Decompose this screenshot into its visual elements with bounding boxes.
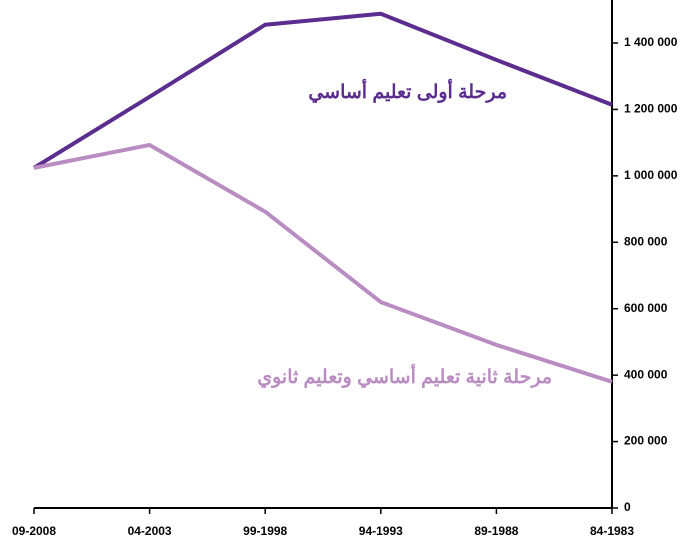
series-line — [33, 142, 613, 384]
y-tick-label: 200 000 — [624, 434, 668, 448]
x-tick-label: 84-1983 — [590, 524, 634, 538]
series-line — [32, 11, 613, 170]
y-tick-label: 800 000 — [624, 234, 668, 248]
x-tick-label: 89-1988 — [474, 524, 518, 538]
y-tick-label: 1 400 000 — [624, 35, 678, 49]
y-tick-label: 400 000 — [624, 367, 668, 381]
x-tick-label: 04-2003 — [128, 524, 172, 538]
x-tick-label: 99-1998 — [243, 524, 287, 538]
series-label: مرحلة ثانية تعليم أساسي وتعليم ثانوي — [257, 363, 552, 389]
y-tick-label: 600 000 — [624, 301, 668, 315]
x-tick-label: 94-1993 — [359, 524, 403, 538]
y-tick-label: 0 — [624, 500, 631, 514]
y-tick-label: 1 000 000 — [624, 168, 678, 182]
x-tick-label: 09-2008 — [12, 524, 56, 538]
series-label: مرحلة أولى تعليم أساسي — [308, 78, 507, 104]
y-tick-label: 1 200 000 — [624, 102, 678, 116]
